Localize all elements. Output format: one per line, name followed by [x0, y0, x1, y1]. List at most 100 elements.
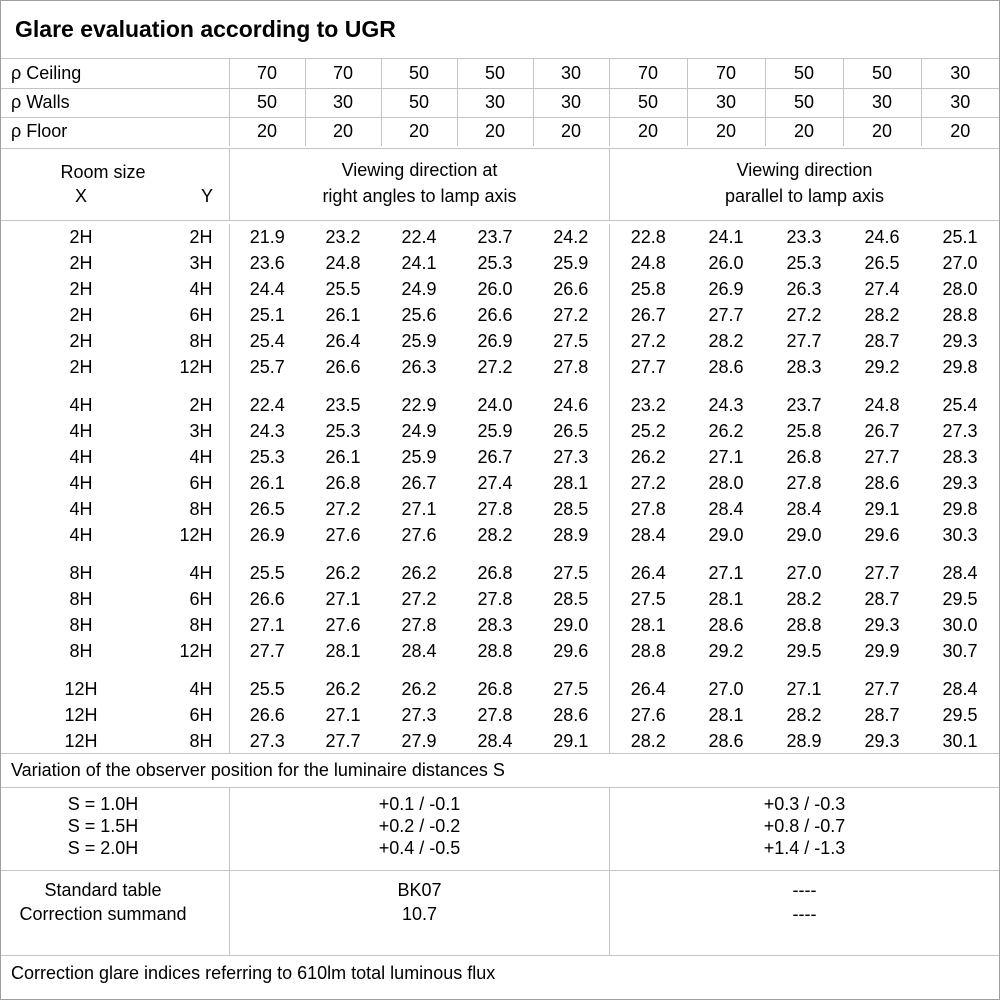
ugr-value-cell: 29.5: [942, 705, 978, 725]
right-group-header-line2: parallel to lamp axis: [724, 185, 885, 206]
ugr-value-cell: 27.2: [608, 328, 687, 354]
ugr-value-cell: 27.0: [942, 253, 978, 273]
ugr-value-cell: 28.4: [786, 499, 822, 519]
ugr-row: 8H 12H 27.7 28.1 28.4 28.8 29.6 28.8 29.…: [1, 638, 999, 664]
ugr-value-cell: 30.0: [942, 615, 978, 635]
ugr-value-cell: 22.9: [401, 395, 437, 415]
ugr-value-cell: 28.1: [608, 612, 687, 638]
variation-right-value: +0.8 / -0.7: [763, 816, 846, 836]
room-y-cell: 4H: [189, 279, 213, 299]
left-group-header-line1: Viewing direction at: [341, 159, 498, 180]
room-y-cell: 4H: [189, 563, 213, 583]
reflectance-value: 30: [920, 87, 999, 118]
reflectance-label: ρ Walls: [1, 87, 230, 118]
ugr-value-cell: 27.2: [477, 357, 513, 377]
ugr-value-cell: 25.8: [786, 421, 822, 441]
ugr-row: 12H 8H 27.3 27.7 27.9 28.4 29.1 28.2 28.…: [1, 728, 999, 753]
ugr-value-cell: 25.9: [553, 253, 589, 273]
reflectance-value: 50: [380, 87, 458, 118]
room-y-cell: 6H: [189, 473, 213, 493]
ugr-value-cell: 24.6: [864, 227, 900, 247]
ugr-value-cell: 26.8: [477, 679, 513, 699]
ugr-value-cell: 27.8: [477, 499, 513, 519]
ugr-value-cell: 23.6: [228, 250, 305, 276]
room-x-cell: 8H: [69, 615, 93, 635]
ugr-value-cell: 24.8: [608, 250, 687, 276]
ugr-value-cell: 25.4: [942, 395, 978, 415]
ugr-value-cell: 29.1: [864, 499, 900, 519]
ugr-value-cell: 27.0: [708, 679, 744, 699]
ugr-value-cell: 26.9: [708, 279, 744, 299]
ugr-value-cell: 28.1: [553, 473, 589, 493]
room-x-cell: 2H: [69, 357, 93, 377]
reflectance-value: 30: [686, 87, 766, 118]
summary-label: Standard table: [44, 880, 162, 900]
ugr-value-cell: 26.6: [228, 586, 305, 612]
ugr-row: 12H 4H 25.5 26.2 26.2 26.8 27.5 26.4 27.…: [1, 676, 999, 702]
ugr-value-cell: 27.9: [401, 731, 437, 751]
reflectance-value: 50: [764, 87, 844, 118]
ugr-value-cell: 27.1: [708, 563, 744, 583]
reflectance-value: 50: [380, 59, 458, 89]
ugr-value-cell: 26.8: [325, 473, 361, 493]
ugr-value-cell: 27.1: [325, 705, 361, 725]
room-x-cell: 2H: [69, 253, 93, 273]
ugr-value-cell: 26.2: [608, 444, 687, 470]
ugr-value-cell: 26.5: [228, 496, 305, 522]
reflectance-value: 50: [764, 59, 844, 89]
ugr-value-cell: 23.5: [325, 395, 361, 415]
reflectance-value: 30: [532, 59, 610, 89]
ugr-value-cell: 27.3: [228, 728, 305, 753]
ugr-value-cell: 21.9: [228, 224, 305, 250]
ugr-value-cell: 27.6: [608, 702, 687, 728]
reflectance-section: ρ Ceiling 70 70 50 50 30 70 70 50 50 30 ρ Walls 5…: [1, 59, 999, 149]
block-spacer: [1, 548, 999, 560]
ugr-value-cell: 22.4: [401, 227, 437, 247]
ugr-row: 2H 8H 25.4 26.4 25.9 26.9 27.5 27.2 28.2…: [1, 328, 999, 354]
page-title: Glare evaluation according to UGR: [15, 16, 396, 42]
ugr-value-cell: 26.4: [325, 331, 361, 351]
ugr-value-cell: 27.8: [401, 615, 437, 635]
ugr-value-cell: 28.8: [942, 305, 978, 325]
reflectance-value: 20: [456, 116, 534, 147]
ugr-value-cell: 23.2: [325, 227, 361, 247]
reflectance-value: 20: [920, 116, 999, 147]
summary-left-value: 10.7: [401, 904, 438, 924]
room-x-cell: 4H: [69, 473, 93, 493]
room-x-cell: 2H: [69, 279, 93, 299]
ugr-block-12h: 12H 4H 25.5 26.2 26.2 26.8 27.5 26.4 27.…: [1, 676, 999, 753]
ugr-value-cell: 28.6: [864, 473, 900, 493]
reflectance-label: ρ Floor: [1, 116, 230, 147]
column-header-row: Room size X Y Viewing direction at right…: [1, 149, 999, 221]
reflectance-value: 70: [304, 59, 382, 89]
ugr-value-cell: 26.8: [786, 447, 822, 467]
ugr-value-cell: 28.6: [708, 357, 744, 377]
ugr-value-cell: 23.7: [786, 395, 822, 415]
room-y-cell: 8H: [189, 731, 213, 751]
ugr-row: 4H 4H 25.3 26.1 25.9 26.7 27.3 26.2 27.1…: [1, 444, 999, 470]
ugr-value-cell: 25.1: [228, 302, 305, 328]
ugr-value-cell: 26.2: [325, 679, 361, 699]
ugr-value-cell: 24.8: [325, 253, 361, 273]
ugr-value-cell: 28.0: [708, 473, 744, 493]
ugr-value-cell: 26.4: [608, 560, 687, 586]
ugr-value-cell: 23.3: [786, 227, 822, 247]
ugr-value-cell: 28.9: [553, 525, 589, 545]
ugr-value-cell: 25.6: [401, 305, 437, 325]
ugr-value-cell: 27.7: [864, 679, 900, 699]
ugr-value-cell: 27.0: [786, 563, 822, 583]
ugr-value-cell: 27.3: [401, 705, 437, 725]
reflectance-value: 50: [228, 87, 306, 118]
ugr-value-cell: 28.4: [401, 641, 437, 661]
right-group-header: Viewing direction parallel to lamp axis: [609, 149, 999, 220]
reflectance-value: 70: [608, 59, 688, 89]
ugr-value-cell: 25.3: [228, 444, 305, 470]
ugr-value-cell: 26.2: [325, 563, 361, 583]
room-y-cell: 6H: [189, 589, 213, 609]
ugr-value-cell: 29.9: [864, 641, 900, 661]
ugr-value-cell: 30.1: [942, 731, 978, 751]
ugr-value-cell: 26.2: [708, 421, 744, 441]
room-y-cell: 3H: [189, 421, 213, 441]
ugr-value-cell: 24.9: [401, 421, 437, 441]
s-distance-label: S = 1.0H: [67, 794, 139, 814]
